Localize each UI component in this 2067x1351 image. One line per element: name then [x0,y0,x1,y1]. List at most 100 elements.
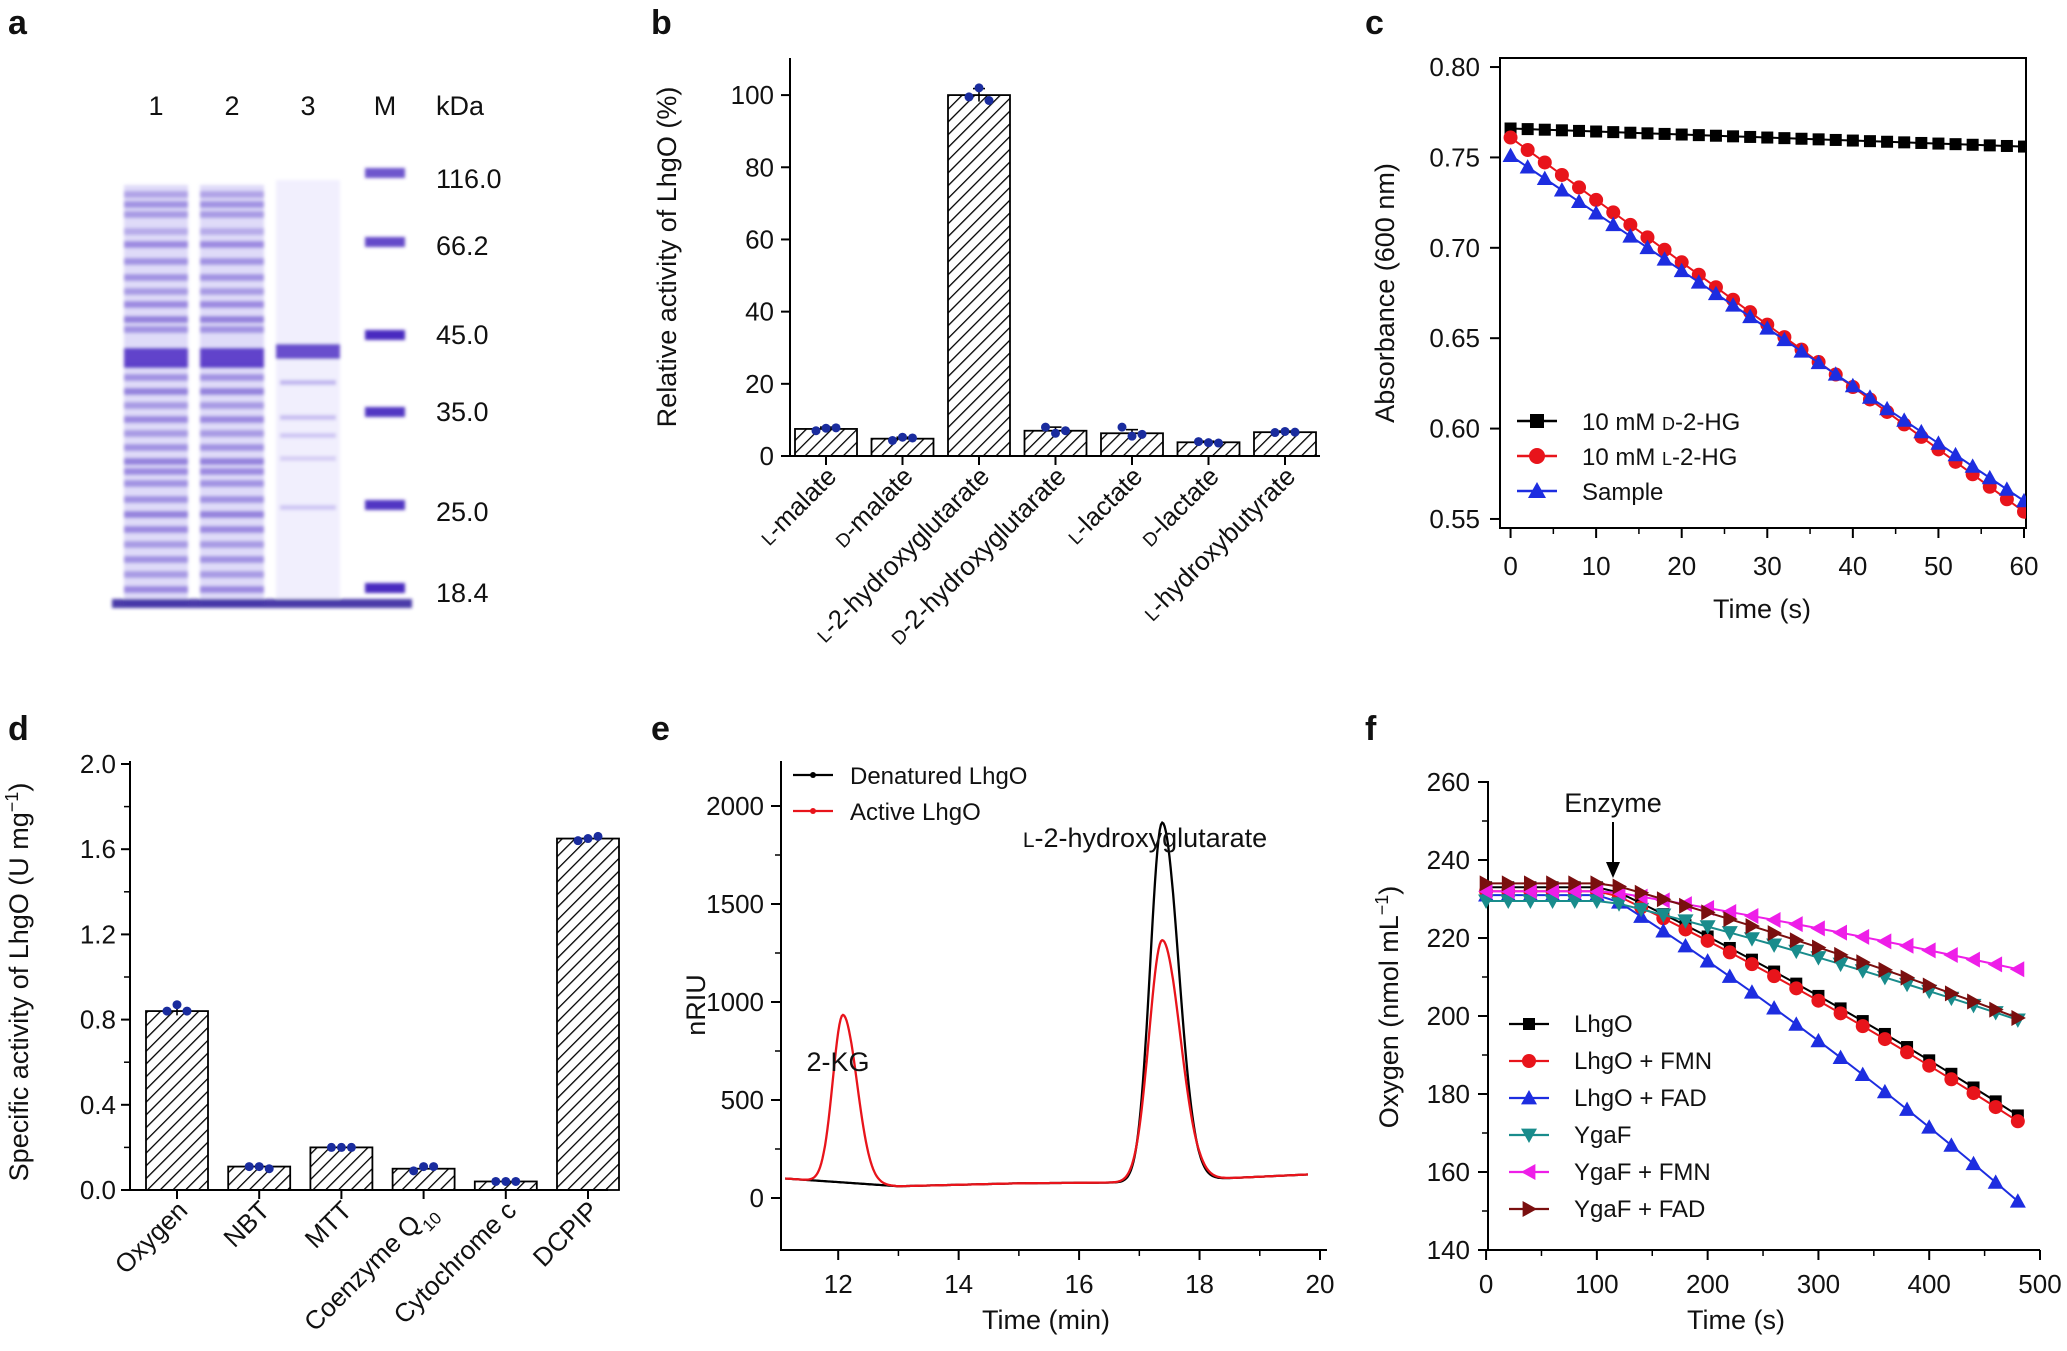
c-frame [1499,57,2027,529]
gel-band [124,211,188,218]
f-marker [1743,907,1759,924]
f-marker [1876,933,1892,950]
d-y-axis-label: Specific activity of LhgO (U mg−1) [2,783,34,1182]
b-x-label-rest: -malate [760,461,843,544]
f-series [1478,875,2026,1208]
e-x-tick-label: 14 [944,1269,973,1299]
d-bar [145,1010,209,1191]
d-datapoint [511,1176,521,1186]
d-x-label: MTT [299,1195,358,1254]
d-datapoint [491,1176,501,1186]
d-y-tick-label: 1.6 [80,834,116,864]
b-datapoint [908,433,917,443]
f-marker [1588,894,1605,909]
f-y-tick-label: 140 [1427,1235,1470,1265]
d-datapoint [593,831,603,841]
f-marker [1811,993,1826,1008]
c-marker [1879,400,1896,416]
f-marker [1921,1119,1938,1134]
f-marker [1767,925,1783,942]
gel-band [200,480,264,487]
f-marker [1967,993,1982,1010]
gel-band [280,505,336,510]
gel-band [124,241,188,248]
d-y-tick-label: 0.4 [80,1090,116,1120]
f-marker [1566,894,1583,909]
f-marker [1767,969,1782,984]
e-legend-active: Active LhgO [850,799,981,826]
gel-band [124,416,188,423]
gel-band-marker [365,168,405,178]
gel-band [124,430,188,437]
chart-d: 0.00.40.81.21.62.0 Oxygen NBT MTTCoenzyme … [2,749,620,1337]
e-y-tick-label: 1500 [706,889,764,919]
c-marker [1966,138,1979,151]
e-y-axis-label: nRIU [681,974,711,1036]
f-marker [1544,894,1561,909]
c-y-tick-label: 0.65 [1429,323,1480,353]
c-y-tick-label: 0.60 [1429,414,1480,444]
c-marker [1572,180,1587,195]
f-ticks: 0 100 200 300 400 500 140 160 180 200 220 240 260 [1427,767,2062,1299]
chart-b: 0 20 40 60 80 100 L-malateD-malateL-2-hydroxy… [652,58,1320,650]
e-series [785,820,1308,1188]
gel-band [280,415,336,420]
chart-c: 0 10 20 30 40 50 60 0.55 0.60 0.65 0.70 0.75 0.80 Ti… [1370,52,2038,624]
c-marker [1898,136,1911,149]
gel-band [200,511,264,518]
b-datapoint [1127,431,1137,441]
d-datapoint [162,1006,172,1016]
f-marker [1944,985,1960,1002]
e-ticks: 12 14 16 18 20 0 500 1000 1500 2000 [706,791,1334,1299]
d-bar [309,1146,374,1191]
d-y-tick-label: 2.0 [80,749,116,779]
f-legend-marker [1521,1128,1537,1143]
c-marker [1503,130,1518,145]
d-bar [391,1167,456,1191]
c-marker [1844,377,1861,393]
d-datapoint [583,834,593,844]
legend-l2hg-suffix: -2-HG [1672,444,1737,471]
f-y-tick-label: 220 [1427,923,1470,953]
f-series-line [1486,886,2019,1117]
f-marker [1700,933,1715,948]
f-legend-marker [1522,1054,1536,1068]
f-marker [1810,951,1827,966]
c-marker [1588,205,1605,220]
gel-band [200,201,264,208]
panel-label-a: a [8,4,28,42]
gel-band [124,274,188,281]
b-y-tick-label: 40 [745,297,774,327]
f-marker [1856,954,1871,971]
b-x-labels: L-malateD-malateL-2-hydroxyglutarateD-2-… [758,456,1301,650]
f-marker [1854,1066,1871,1082]
c-marker [1932,137,1945,150]
f-x-tick-label: 200 [1686,1269,1729,1299]
c-marker [1639,239,1656,255]
f-marker [1566,883,1582,900]
d-datapoint [172,1000,182,1010]
d-datapoint [264,1164,274,1174]
c-marker [1675,128,1688,141]
c-marker [2018,140,2026,153]
chart-e: 12 14 16 18 20 0 500 1000 1500 2000 Time (min) nR… [681,761,1334,1335]
f-marker [1943,1137,1960,1152]
f-marker [1546,875,1561,892]
gel-band [200,468,264,475]
e-axes [780,761,1327,1251]
legend-d2hg-prefix: 10 mM [1582,409,1662,436]
c-marker [1538,123,1551,136]
c-marker [1846,134,1859,147]
c-marker [1725,297,1742,312]
c-marker [1502,147,1519,163]
f-x-axis-label: Time (s) [1687,1305,1785,1335]
gel-band [200,228,264,235]
gel-band [280,380,336,385]
d-y-tick-label: 0.8 [80,1005,116,1035]
f-marker [1679,897,1694,914]
f-x-tick-label: 500 [2018,1269,2061,1299]
enzyme-arrow-label: Enzyme [1564,788,1662,818]
f-marker [1988,1100,2003,1115]
gel-band [200,571,264,578]
gel-band [200,402,264,409]
